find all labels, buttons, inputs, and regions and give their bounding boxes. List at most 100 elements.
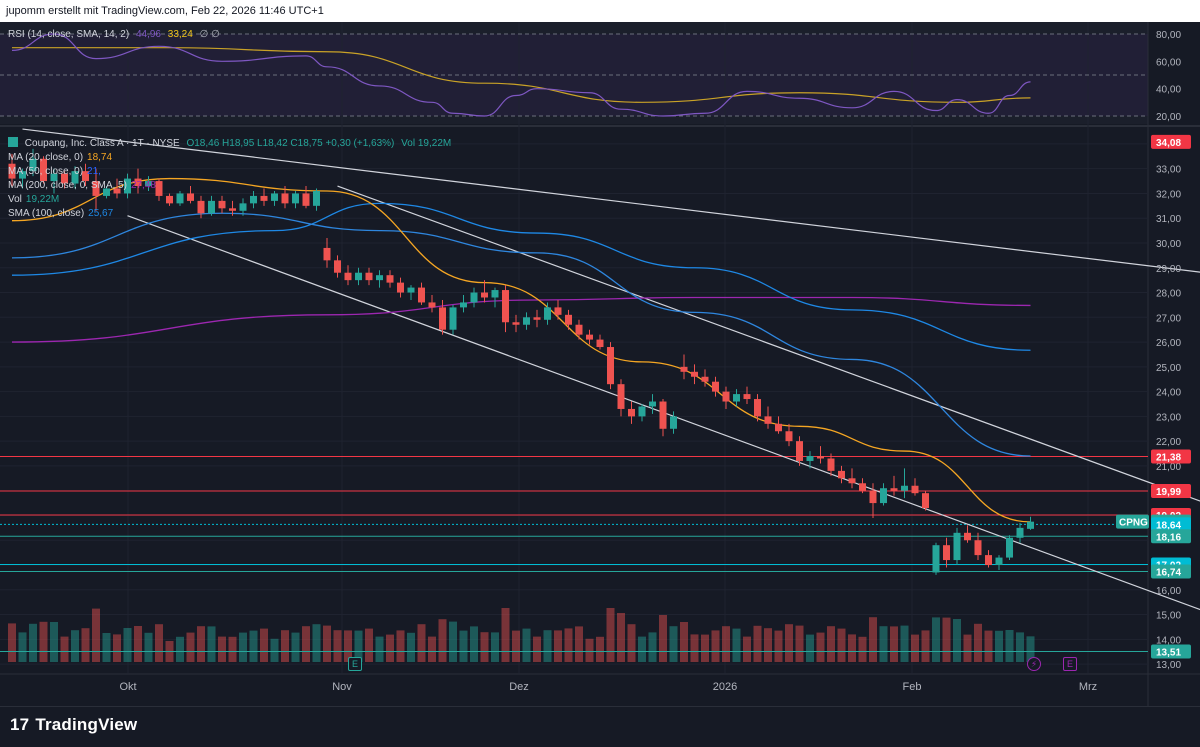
candle-body [92,181,100,196]
candle-body [712,381,719,392]
earnings-event-icon[interactable]: E [1063,657,1077,671]
volume-bar [585,638,594,662]
tradingview-brand: TradingView [35,715,138,734]
candle [974,532,982,561]
volume-bar [879,626,888,662]
candle [586,329,593,345]
candle-body [533,317,541,320]
candle [92,168,100,211]
candle [659,399,667,437]
volume-bar [837,628,846,662]
volume-bar [816,632,825,662]
dividend-event-icon[interactable]: ⚡ [1027,657,1041,671]
indicator-row[interactable]: MA (50, close, 0) 21, [8,165,451,179]
candle-body [428,302,436,308]
volume-value: Vol 19,22M [401,138,452,149]
candle-body [512,322,520,325]
candle-body [848,478,856,484]
candle-body [155,181,163,196]
candle-body [250,195,257,204]
symbol-row[interactable]: Coupang, Inc. Class A · 1T · NYSE O18,46… [8,137,451,151]
trendline [127,215,1200,611]
candle [29,148,37,177]
indicator-label: Vol [8,194,22,205]
volume-bar [123,628,132,662]
price-badge-label: 16,74 [1156,567,1181,578]
indicator-value: 27,48 [130,180,156,191]
price-tick-label: 13,00 [1156,660,1181,671]
candle-body [439,307,446,330]
candle-body [869,490,877,504]
indicator-row[interactable]: MA (200, close, 0, SMA, 5) 27,48 [8,179,451,193]
price-tick-label: 32,00 [1156,189,1181,200]
candle [544,302,551,325]
volume-bar [743,636,751,662]
candle-body [733,394,740,402]
indicator-list: MA (20, close, 0) 18,74 MA (50, close, 0) 2… [8,151,451,221]
price-badge-label: 34,08 [1156,138,1181,149]
candle-body [208,200,215,214]
candle-body [502,290,509,323]
candle-body [575,324,583,335]
volume-bar [627,624,636,662]
candle [134,168,142,194]
candle [733,389,740,407]
rsi-line [11,33,1031,117]
indicator-row[interactable]: MA (20, close, 0) 18,74 [8,151,451,165]
candle-body [638,406,646,417]
time-axis-label: Feb [903,681,922,693]
footer: 17 TradingView [0,706,1200,747]
candle [565,309,572,330]
candle [806,451,814,469]
candle [785,423,793,447]
earnings-event-icon[interactable]: E [348,657,362,671]
candle [124,173,131,199]
volume-bar [228,636,237,662]
symbol-logo-icon [8,137,18,147]
volume-bar [564,628,573,662]
volume-bar [186,632,195,662]
candle [19,168,26,189]
volume-bar [722,626,730,662]
volume-bar [869,617,877,662]
volume-bar [785,624,793,662]
price-tick-label: 24,00 [1156,388,1181,399]
candle-body [82,171,89,182]
candle [638,404,646,422]
candle [817,446,824,464]
candle-body [470,292,478,303]
main-legend[interactable]: Coupang, Inc. Class A · 1T · NYSE O18,46… [8,137,451,221]
price-tick-label: 28,00 [1156,289,1181,300]
volume-bar [606,608,615,662]
volume-bar [417,624,426,662]
indicator-value: 21, [87,166,101,177]
candle [596,334,604,350]
candle [418,282,425,305]
candle [460,295,467,313]
volume-bar [113,634,121,662]
candle-body [8,163,16,179]
volume-bar [711,630,720,662]
candle [838,465,845,484]
chart-canvas[interactable]: 80,00 60,00 40,00 20,00 33,00 32,00 31,00 30,00… [0,22,1200,706]
rsi-value: 44,96 [135,29,161,40]
candle-body [281,193,289,204]
rsi-legend[interactable]: RSI (14, close, SMA, 14, 2) 44,96 33,24 … [8,28,220,41]
candle-body [19,171,26,179]
candle [775,416,782,434]
candle [701,369,709,387]
chart-frame[interactable]: 80,00 60,00 40,00 20,00 33,00 32,00 31,00 30,00… [0,22,1200,706]
candle-body [890,488,898,491]
indicator-value: 19,22M [25,194,60,205]
volume-bar [732,628,741,662]
candle-body [1027,521,1034,529]
indicator-row[interactable]: SMA (100, close) 25,67 [8,207,451,221]
indicator-row[interactable]: Vol 19,22M [8,193,451,207]
price-tick-label: 27,00 [1156,313,1181,324]
candle-body [859,483,866,491]
candle [691,364,698,385]
tradingview-logo[interactable]: 17 TradingView [10,715,137,735]
candle [208,195,215,216]
price-tick-label: 23,00 [1156,412,1181,423]
candle-body [334,260,341,273]
